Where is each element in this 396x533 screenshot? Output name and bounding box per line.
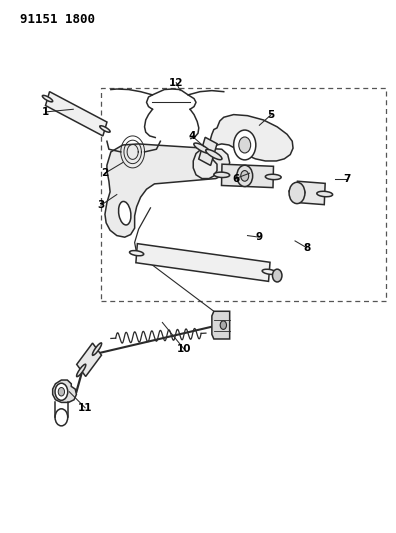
Circle shape — [220, 321, 227, 329]
Polygon shape — [193, 115, 293, 179]
Circle shape — [55, 409, 68, 426]
Ellipse shape — [214, 172, 230, 177]
Polygon shape — [136, 244, 270, 281]
Circle shape — [239, 137, 251, 153]
Circle shape — [241, 171, 249, 181]
Bar — [101, 88, 386, 301]
Polygon shape — [297, 181, 325, 205]
Polygon shape — [46, 92, 107, 136]
Text: 4: 4 — [188, 131, 196, 141]
Ellipse shape — [76, 364, 86, 377]
Text: 91151 1800: 91151 1800 — [20, 13, 95, 26]
Circle shape — [272, 269, 282, 282]
Text: 3: 3 — [97, 200, 105, 210]
Ellipse shape — [317, 191, 333, 197]
Text: 10: 10 — [177, 344, 191, 354]
Circle shape — [58, 387, 65, 396]
Text: 2: 2 — [101, 168, 109, 178]
Text: 7: 7 — [343, 174, 350, 183]
Ellipse shape — [42, 95, 53, 102]
Ellipse shape — [265, 174, 281, 180]
Text: 12: 12 — [169, 78, 183, 87]
Ellipse shape — [206, 149, 222, 160]
Ellipse shape — [92, 343, 102, 356]
Text: 5: 5 — [268, 110, 275, 119]
Ellipse shape — [289, 189, 305, 195]
Circle shape — [234, 130, 256, 160]
Polygon shape — [221, 164, 274, 188]
Circle shape — [289, 182, 305, 204]
Text: 1: 1 — [42, 107, 49, 117]
Ellipse shape — [129, 251, 144, 256]
Ellipse shape — [262, 269, 276, 274]
Ellipse shape — [100, 126, 110, 132]
Ellipse shape — [118, 201, 131, 225]
Polygon shape — [105, 144, 230, 237]
Text: 8: 8 — [303, 243, 310, 253]
Circle shape — [55, 383, 68, 400]
Text: 6: 6 — [232, 174, 239, 183]
Text: 9: 9 — [256, 232, 263, 242]
Polygon shape — [199, 138, 217, 165]
Circle shape — [237, 165, 253, 187]
Polygon shape — [53, 380, 76, 402]
Text: 11: 11 — [78, 403, 92, 413]
Polygon shape — [212, 311, 230, 339]
Polygon shape — [77, 343, 101, 376]
Ellipse shape — [194, 143, 210, 154]
